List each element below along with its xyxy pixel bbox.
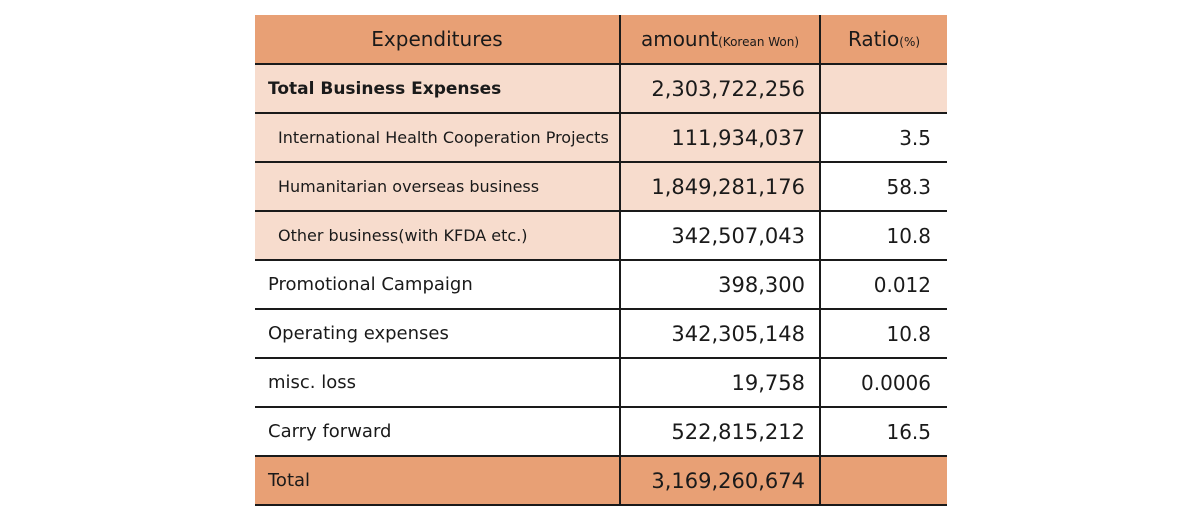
- row-amount: 522,815,212: [620, 406, 821, 457]
- header-amount: amount(Korean Won): [620, 15, 821, 65]
- row-ratio: [820, 63, 947, 114]
- row-label: Carry forward: [255, 406, 621, 457]
- row-amount: 342,305,148: [620, 308, 821, 359]
- row-amount: 19,758: [620, 357, 821, 408]
- table-row: Promotional Campaign 398,300 0.012: [255, 259, 947, 310]
- expenditures-table: Expenditures amount(Korean Won) Ratio(%)…: [255, 15, 947, 506]
- header-row: Expenditures amount(Korean Won) Ratio(%): [255, 15, 947, 65]
- header-ratio: Ratio(%): [820, 15, 947, 65]
- row-label: International Health Cooperation Project…: [255, 112, 621, 163]
- header-ratio-text: Ratio: [847, 27, 900, 51]
- row-label: Other business(with KFDA etc.): [255, 210, 621, 261]
- header-expenditures: Expenditures: [255, 15, 621, 65]
- row-label: Total Business Expenses: [255, 63, 621, 114]
- table-row: Carry forward 522,815,212 16.5: [255, 406, 947, 457]
- table-row: International Health Cooperation Project…: [255, 112, 947, 163]
- row-ratio: 58.3: [820, 161, 947, 212]
- row-label: misc. loss: [255, 357, 621, 408]
- row-label: Total: [255, 455, 621, 506]
- row-label: Operating expenses: [255, 308, 621, 359]
- row-amount: 111,934,037: [620, 112, 821, 163]
- row-ratio: 10.8: [820, 308, 947, 359]
- row-amount: 342,507,043: [620, 210, 821, 261]
- table-row: Humanitarian overseas business 1,849,281…: [255, 161, 947, 212]
- table-row: misc. loss 19,758 0.0006: [255, 357, 947, 408]
- row-amount: 398,300: [620, 259, 821, 310]
- header-amount-unit: (Korean Won): [718, 35, 800, 49]
- table-row: Total Business Expenses 2,303,722,256: [255, 63, 947, 114]
- header-amount-text: amount: [640, 27, 719, 51]
- row-ratio: [820, 455, 947, 506]
- row-amount: 2,303,722,256: [620, 63, 821, 114]
- row-ratio: 16.5: [820, 406, 947, 457]
- row-amount: 1,849,281,176: [620, 161, 821, 212]
- row-label: Promotional Campaign: [255, 259, 621, 310]
- row-ratio: 10.8: [820, 210, 947, 261]
- row-label: Humanitarian overseas business: [255, 161, 621, 212]
- header-expenditures-text: Expenditures: [371, 27, 503, 51]
- row-amount: 3,169,260,674: [620, 455, 821, 506]
- row-ratio: 0.0006: [820, 357, 947, 408]
- header-ratio-unit: (%): [899, 35, 921, 49]
- total-row: Total 3,169,260,674: [255, 455, 947, 506]
- table-row: Other business(with KFDA etc.) 342,507,0…: [255, 210, 947, 261]
- row-ratio: 0.012: [820, 259, 947, 310]
- row-ratio: 3.5: [820, 112, 947, 163]
- table-row: Operating expenses 342,305,148 10.8: [255, 308, 947, 359]
